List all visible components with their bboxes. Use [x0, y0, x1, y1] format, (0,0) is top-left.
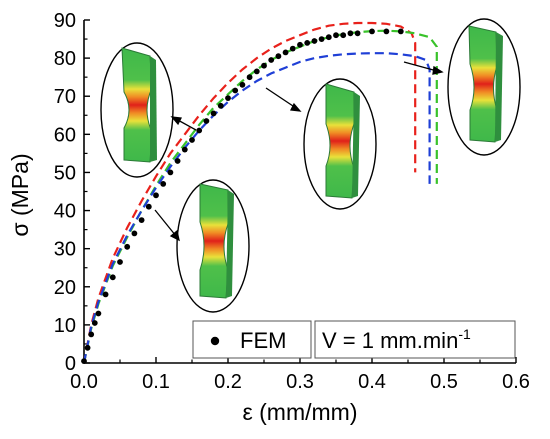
y-tick-label: 0: [65, 353, 76, 375]
specimen-side-face: [495, 32, 503, 142]
series-point: [102, 291, 109, 298]
legend-marker-dot: [210, 336, 220, 346]
y-tick-label: 90: [54, 10, 76, 32]
series-point: [217, 102, 224, 109]
series-point: [160, 181, 167, 187]
series-point: [189, 137, 195, 143]
series-point: [318, 36, 325, 42]
specimen-shape: [199, 183, 229, 299]
legend-condition-label: V = 1 mm.min-1: [322, 326, 471, 353]
series-point: [124, 243, 131, 250]
y-tick-label: 20: [54, 277, 76, 299]
x-tick-label: 0.3: [286, 371, 314, 393]
y-tick-label: 70: [54, 86, 76, 108]
y-tick-label: 50: [54, 162, 76, 184]
y-tick-label: 80: [54, 48, 76, 70]
series-point: [261, 62, 267, 69]
series-point: [181, 146, 188, 153]
series-line-dashed: [82, 52, 431, 364]
series-point: [81, 358, 87, 364]
specimen-inset-2: [176, 179, 250, 313]
arrowhead-icon: [290, 102, 302, 112]
series-point: [174, 158, 181, 164]
x-tick-label: 0.5: [430, 371, 458, 393]
series-point: [210, 110, 217, 117]
legend-condition-text: V = 1 mm.min: [322, 328, 458, 353]
series-point: [95, 310, 102, 317]
x-axis-ticks: 0.0 0.1 0.2 0.3 0.4 0.5 0.6: [70, 357, 530, 393]
series-point: [340, 32, 347, 39]
series-point: [275, 53, 282, 60]
series-point: [225, 95, 231, 101]
x-tick-label: 0.2: [214, 371, 242, 393]
y-tick-label: 60: [54, 124, 76, 146]
y-tick-label: 40: [54, 201, 76, 223]
legend: FEM V = 1 mm.min-1: [192, 320, 516, 359]
inset-arrows: [154, 61, 444, 242]
series-layer: [81, 21, 438, 364]
series-point: [369, 28, 375, 35]
x-axis-title: ε (mm/mm): [243, 399, 358, 425]
series-point: [232, 87, 239, 94]
x-tick-label: 0.1: [142, 371, 170, 393]
series-point: [347, 30, 354, 37]
specimen-inset-4: [447, 18, 521, 156]
arrowhead-icon: [169, 229, 180, 242]
x-tick-label: 0.4: [358, 371, 386, 393]
legend-series-label: FEM: [240, 328, 286, 353]
series-point: [289, 45, 296, 52]
series-point: [333, 32, 339, 39]
series-point: [311, 38, 318, 44]
specimen-side-face: [352, 92, 360, 198]
series-point: [131, 230, 138, 237]
legend-condition-box: [314, 320, 516, 359]
legend-condition-superscript: -1: [458, 326, 471, 342]
arrow-to-inset-4: [403, 61, 438, 72]
series-point: [354, 30, 361, 37]
series-point: [117, 259, 123, 265]
series-line-dashed: [82, 21, 417, 364]
series-point: [282, 49, 289, 56]
series-point: [383, 28, 390, 35]
series-point: [246, 74, 253, 81]
series-point: [153, 192, 159, 199]
series-point: [167, 169, 174, 176]
y-axis-ticks: 0 10 20 30 40 50 60 70 80 90: [54, 10, 90, 375]
series-point: [91, 320, 98, 326]
series-point: [196, 127, 203, 134]
specimen-side-face: [150, 56, 157, 162]
arrowhead-icon: [432, 65, 444, 75]
specimen-shape: [325, 83, 355, 199]
series-point: [88, 331, 95, 338]
specimen-side-face: [226, 190, 234, 298]
series-point: [109, 274, 116, 281]
series-point: [239, 81, 246, 88]
series-point: [145, 203, 152, 210]
y-tick-label: 10: [54, 315, 76, 337]
series-point: [84, 344, 91, 351]
x-tick-label: 0.6: [502, 371, 530, 393]
specimen-inset-1: [100, 42, 174, 178]
series-point: [297, 41, 303, 48]
series-point: [325, 34, 332, 41]
series-point: [268, 57, 275, 63]
arrow-to-inset-3: [265, 87, 297, 109]
y-tick-label: 30: [54, 239, 76, 261]
series-point: [203, 118, 210, 124]
specimen-inset-3: [303, 78, 377, 210]
y-axis-title: σ (MPa): [7, 153, 33, 236]
series-point: [397, 28, 404, 35]
series-point: [138, 217, 145, 224]
series-point: [304, 40, 311, 46]
arrowhead-icon: [170, 116, 182, 126]
arrow-to-inset-2: [154, 209, 177, 237]
series-point: [253, 68, 260, 75]
x-tick-label: 0.0: [70, 371, 98, 393]
